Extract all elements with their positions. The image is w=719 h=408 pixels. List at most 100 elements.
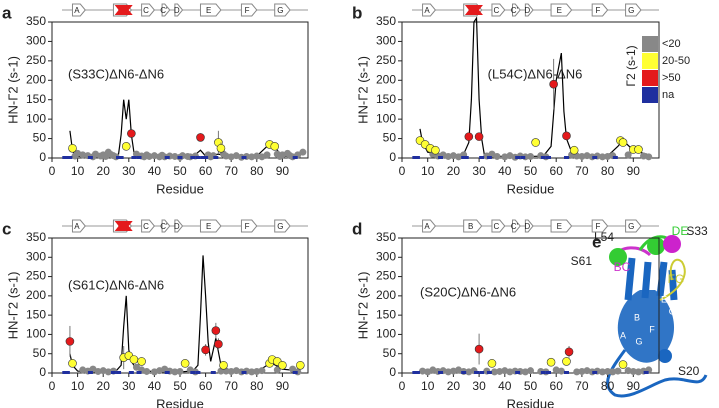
legend-label: 20-50 xyxy=(662,55,690,67)
point xyxy=(270,142,280,151)
strand-label: C' xyxy=(511,222,519,231)
legend-swatch xyxy=(642,36,658,52)
x-tick-label: 40 xyxy=(498,379,512,393)
na-point xyxy=(461,371,467,374)
point xyxy=(296,360,305,370)
point xyxy=(289,365,297,373)
point xyxy=(127,129,136,138)
strand-arrow xyxy=(174,219,184,233)
strand-label: B xyxy=(468,222,473,231)
y-tick-label: 100 xyxy=(26,111,46,125)
point xyxy=(604,152,612,160)
point xyxy=(531,138,540,147)
x-tick-label: 60 xyxy=(550,379,564,393)
strand-label: G xyxy=(277,222,283,231)
na-point xyxy=(128,371,134,374)
x-tick-label: 60 xyxy=(550,164,564,178)
structure-label: B xyxy=(634,312,640,322)
strand-arrow xyxy=(274,3,291,17)
strand-arrow xyxy=(274,219,291,233)
na-point xyxy=(520,156,526,159)
na-point xyxy=(540,156,546,159)
point xyxy=(464,132,474,141)
na-point xyxy=(62,371,68,374)
y-axis-label: HN-Γ2 (s-1) xyxy=(5,56,20,124)
point xyxy=(557,367,565,375)
x-tick-label: 80 xyxy=(601,164,615,178)
na-point xyxy=(131,156,137,159)
y-tick-label: 150 xyxy=(376,307,396,321)
point xyxy=(248,368,256,376)
plot-frame xyxy=(51,237,309,374)
y-tick-label: 150 xyxy=(26,92,46,106)
strand-arrow xyxy=(422,219,437,233)
point xyxy=(578,367,586,375)
y-tick-label: 100 xyxy=(26,327,46,341)
strand-label: A xyxy=(74,222,80,231)
panel-letter: a xyxy=(2,3,12,22)
point xyxy=(222,152,230,160)
x-tick-label: 80 xyxy=(601,379,615,393)
y-tick-label: 300 xyxy=(26,249,46,263)
x-tick-label: 40 xyxy=(498,164,512,178)
strand-label: D xyxy=(524,222,530,231)
structure-label: G xyxy=(635,336,642,346)
point xyxy=(493,152,501,160)
na-point xyxy=(210,371,216,374)
point xyxy=(104,368,112,376)
x-tick-label: 10 xyxy=(421,164,435,178)
na-point xyxy=(592,371,598,374)
strand-arrow xyxy=(625,3,642,17)
x-tick-label: 80 xyxy=(250,164,264,178)
point xyxy=(487,359,497,368)
point xyxy=(629,367,637,375)
point xyxy=(176,367,184,375)
point xyxy=(273,366,281,374)
na-point xyxy=(479,371,485,374)
na-point xyxy=(164,156,170,159)
strand-label: E xyxy=(557,222,562,231)
strand-arrow xyxy=(141,219,156,233)
na-point xyxy=(164,371,170,374)
na-point xyxy=(200,156,206,159)
point xyxy=(258,367,266,375)
strand-label: C' xyxy=(160,222,168,231)
x-tick-label: 20 xyxy=(447,379,461,393)
point xyxy=(527,367,534,375)
loop xyxy=(606,349,708,398)
y-tick-label: 150 xyxy=(26,307,46,321)
annotation: (L54C)ΔN6-ΔN6 xyxy=(488,66,583,81)
strand-label: F xyxy=(595,6,600,15)
na-point xyxy=(241,156,247,159)
y-tick-label: 50 xyxy=(383,346,397,360)
point xyxy=(253,367,261,375)
na-point xyxy=(515,156,521,159)
strand-label: C' xyxy=(160,6,168,15)
profile-line xyxy=(419,16,652,158)
strand-arrow xyxy=(491,219,506,233)
y-tick-label: 100 xyxy=(376,327,396,341)
y-tick-label: 300 xyxy=(376,249,396,263)
structure-label: E xyxy=(661,294,667,304)
y-tick-label: 0 xyxy=(389,150,396,164)
strand-label: G xyxy=(628,6,634,15)
y-tick-label: 250 xyxy=(376,269,396,283)
point xyxy=(527,152,534,160)
strand-label: E xyxy=(206,6,211,15)
structure-label: S20 xyxy=(678,364,700,378)
na-point xyxy=(64,156,70,159)
x-tick-label: 90 xyxy=(627,164,641,178)
x-tick-label: 10 xyxy=(421,379,435,393)
point xyxy=(604,367,612,375)
na-point xyxy=(438,156,444,159)
y-tick-label: 0 xyxy=(39,150,46,164)
strand-label: D xyxy=(174,6,180,15)
y-tick-label: 300 xyxy=(26,34,46,48)
x-tick-label: 0 xyxy=(399,164,406,178)
structure-label: S33 xyxy=(686,224,708,238)
na-point xyxy=(116,156,122,159)
na-point xyxy=(118,156,124,159)
structure-label: C xyxy=(669,306,676,316)
legend-title: Γ2 (s-1) xyxy=(624,45,638,86)
na-point xyxy=(479,156,485,159)
